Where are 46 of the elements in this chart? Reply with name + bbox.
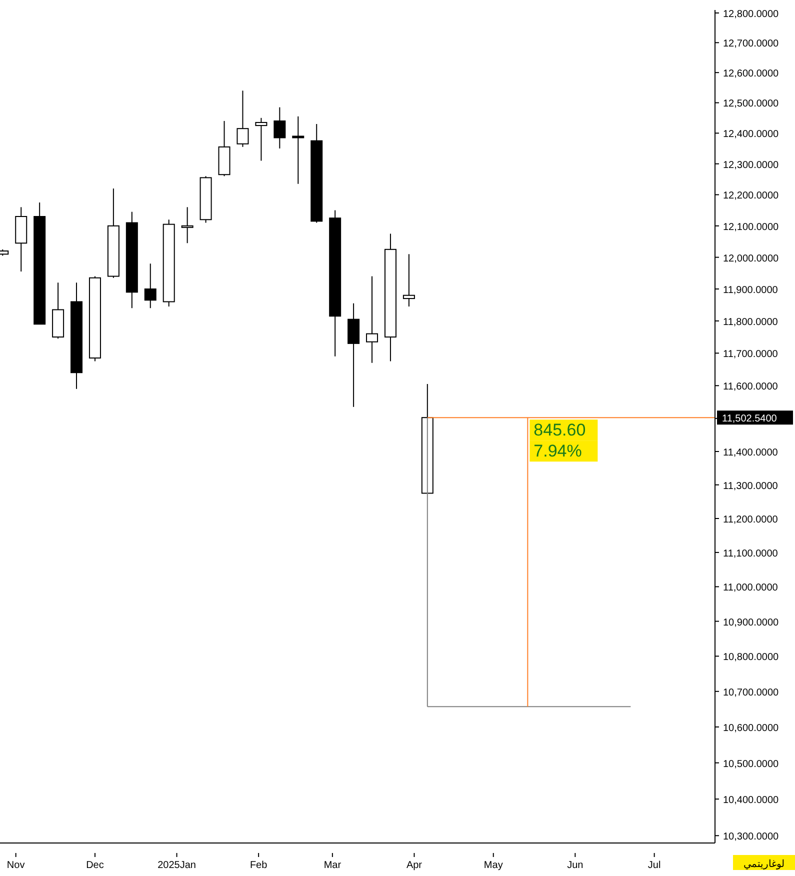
x-tick-label: 2025Jan <box>158 860 196 871</box>
x-tick-label: Feb <box>250 860 268 871</box>
y-tick-label: 12,200.0000 <box>723 190 780 202</box>
ref-line-label: 11,502.5400 <box>722 414 778 425</box>
candlestick <box>274 106 286 149</box>
y-tick-label: 10,900.0000 <box>723 617 780 628</box>
y-tick-label: 11,700.0000 <box>723 349 778 360</box>
text: لوغاريتمي <box>744 859 784 870</box>
y-tick-label: 12,100.0000 <box>723 222 780 233</box>
x-tick-label: May <box>484 860 503 871</box>
candlestick <box>402 254 415 308</box>
x-tick-label: Dec <box>86 860 104 871</box>
y-tick-label: 11,200.0000 <box>723 514 778 526</box>
y-tick-label: 11,800.0000 <box>723 316 778 328</box>
y-tick-label: 10,600.0000 <box>723 722 780 734</box>
candlestick <box>236 90 249 148</box>
y-tick-label: 11,400.0000 <box>723 447 778 458</box>
y-tick-label: 10,500.0000 <box>723 758 780 770</box>
x-tick-label: Mar <box>324 860 342 871</box>
y-tick-label: 12,000.0000 <box>723 253 780 264</box>
annotation: 845.60 <box>534 420 586 440</box>
y-tick-label: 10,700.0000 <box>723 687 780 698</box>
y-tick-label: 11,000.0000 <box>723 582 778 594</box>
x-tick-label: Jul <box>648 860 661 871</box>
y-tick-label: 10,400.0000 <box>723 795 780 806</box>
y-tick-label: 12,400.0000 <box>723 129 780 140</box>
y-tick-label: 12,500.0000 <box>723 98 780 110</box>
candlestick <box>181 206 194 244</box>
candlestick <box>366 276 378 364</box>
x-tick-label: Nov <box>6 860 25 871</box>
candlestick <box>292 116 304 184</box>
annotation: 7.94% <box>534 442 582 461</box>
y-tick-label: 10,800.0000 <box>723 652 780 664</box>
y-tick-label: 12,300.0000 <box>723 160 780 171</box>
y-tick-label: 12,600.0000 <box>723 68 780 80</box>
candlestick <box>144 263 156 309</box>
candlestick <box>255 117 268 162</box>
y-tick-label: 11,300.0000 <box>723 480 778 492</box>
y-tick-label: 12,800.0000 <box>723 8 780 20</box>
x-tick-label: Apr <box>406 860 423 871</box>
y-tick-label: 10,300.0000 <box>723 832 780 843</box>
y-tick-label: 12,700.0000 <box>723 38 780 50</box>
y-tick-label: 11,100.0000 <box>723 548 778 560</box>
y-tick-label: 11,600.0000 <box>723 382 778 393</box>
y-tick-label: 11,900.0000 <box>723 284 778 296</box>
x-tick-label: Jun <box>567 860 584 871</box>
